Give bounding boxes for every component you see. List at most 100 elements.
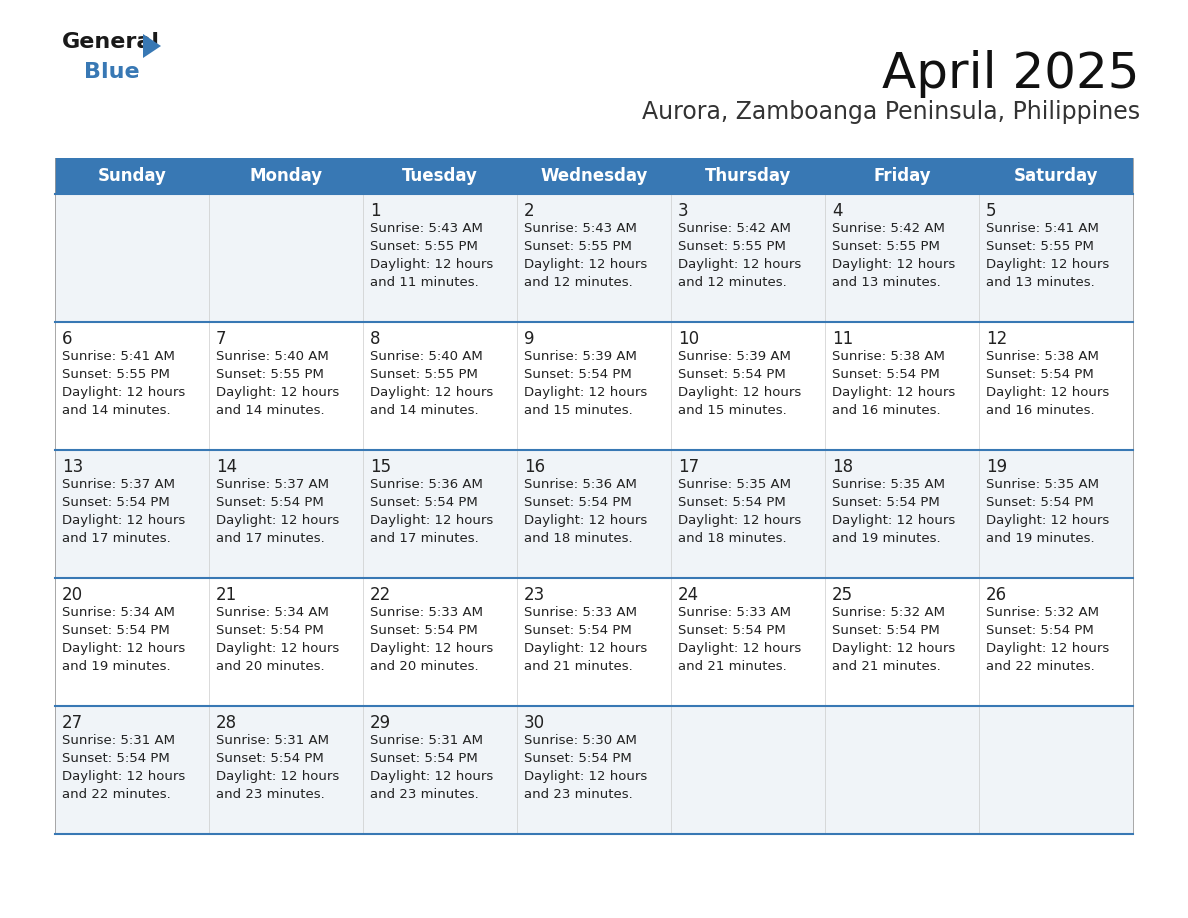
Text: Sunset: 5:55 PM: Sunset: 5:55 PM (369, 240, 478, 253)
Text: Sunrise: 5:38 AM: Sunrise: 5:38 AM (986, 350, 1099, 363)
Text: Daylight: 12 hours: Daylight: 12 hours (678, 514, 801, 527)
Text: Sunrise: 5:31 AM: Sunrise: 5:31 AM (369, 734, 484, 747)
Text: Sunrise: 5:33 AM: Sunrise: 5:33 AM (678, 606, 791, 619)
Text: Sunset: 5:54 PM: Sunset: 5:54 PM (524, 496, 632, 509)
Text: Daylight: 12 hours: Daylight: 12 hours (524, 770, 647, 783)
Text: Daylight: 12 hours: Daylight: 12 hours (216, 642, 340, 655)
Text: 6: 6 (62, 330, 72, 348)
Text: Sunrise: 5:32 AM: Sunrise: 5:32 AM (832, 606, 944, 619)
Text: Sunrise: 5:35 AM: Sunrise: 5:35 AM (986, 478, 1099, 491)
Text: and 20 minutes.: and 20 minutes. (369, 660, 479, 673)
Text: Sunrise: 5:37 AM: Sunrise: 5:37 AM (62, 478, 175, 491)
Text: Sunrise: 5:40 AM: Sunrise: 5:40 AM (369, 350, 482, 363)
Text: and 18 minutes.: and 18 minutes. (524, 532, 633, 545)
Text: 7: 7 (216, 330, 227, 348)
Text: Sunrise: 5:36 AM: Sunrise: 5:36 AM (524, 478, 637, 491)
Text: 28: 28 (216, 714, 238, 732)
Text: Sunset: 5:55 PM: Sunset: 5:55 PM (216, 368, 324, 381)
Text: Sunset: 5:54 PM: Sunset: 5:54 PM (986, 368, 1094, 381)
Text: Daylight: 12 hours: Daylight: 12 hours (832, 642, 955, 655)
Text: and 16 minutes.: and 16 minutes. (986, 404, 1094, 417)
Text: Sunrise: 5:39 AM: Sunrise: 5:39 AM (678, 350, 791, 363)
Text: Daylight: 12 hours: Daylight: 12 hours (678, 642, 801, 655)
Text: Sunrise: 5:34 AM: Sunrise: 5:34 AM (216, 606, 329, 619)
Bar (55, 158, 1133, 194)
Text: Sunrise: 5:39 AM: Sunrise: 5:39 AM (524, 350, 637, 363)
Text: and 16 minutes.: and 16 minutes. (832, 404, 941, 417)
Text: Sunset: 5:54 PM: Sunset: 5:54 PM (832, 624, 940, 637)
Text: Daylight: 12 hours: Daylight: 12 hours (62, 642, 185, 655)
Text: 23: 23 (524, 586, 545, 604)
Text: Sunset: 5:54 PM: Sunset: 5:54 PM (678, 368, 785, 381)
Text: Wednesday: Wednesday (541, 167, 647, 185)
Text: Sunset: 5:54 PM: Sunset: 5:54 PM (216, 752, 324, 765)
Text: Sunrise: 5:37 AM: Sunrise: 5:37 AM (216, 478, 329, 491)
Text: Sunrise: 5:42 AM: Sunrise: 5:42 AM (832, 222, 944, 235)
Text: Sunday: Sunday (97, 167, 166, 185)
Text: and 23 minutes.: and 23 minutes. (369, 788, 479, 801)
Text: Daylight: 12 hours: Daylight: 12 hours (62, 770, 185, 783)
Text: Daylight: 12 hours: Daylight: 12 hours (524, 642, 647, 655)
Text: Friday: Friday (873, 167, 931, 185)
Text: Sunrise: 5:35 AM: Sunrise: 5:35 AM (832, 478, 944, 491)
Text: Daylight: 12 hours: Daylight: 12 hours (369, 770, 493, 783)
Text: Sunset: 5:55 PM: Sunset: 5:55 PM (832, 240, 940, 253)
Text: Sunrise: 5:30 AM: Sunrise: 5:30 AM (524, 734, 637, 747)
Bar (55, 450, 1133, 578)
Text: 4: 4 (832, 202, 842, 220)
Text: Daylight: 12 hours: Daylight: 12 hours (62, 514, 185, 527)
Text: and 23 minutes.: and 23 minutes. (216, 788, 324, 801)
Text: Saturday: Saturday (1013, 167, 1098, 185)
Text: and 18 minutes.: and 18 minutes. (678, 532, 786, 545)
Text: Sunset: 5:54 PM: Sunset: 5:54 PM (832, 496, 940, 509)
Text: Sunset: 5:54 PM: Sunset: 5:54 PM (832, 368, 940, 381)
Text: and 14 minutes.: and 14 minutes. (369, 404, 479, 417)
Text: and 23 minutes.: and 23 minutes. (524, 788, 633, 801)
Text: 13: 13 (62, 458, 83, 476)
Text: and 12 minutes.: and 12 minutes. (678, 276, 786, 289)
Text: and 20 minutes.: and 20 minutes. (216, 660, 324, 673)
Text: Daylight: 12 hours: Daylight: 12 hours (524, 386, 647, 399)
Text: 18: 18 (832, 458, 853, 476)
Text: 2: 2 (524, 202, 535, 220)
Text: Aurora, Zamboanga Peninsula, Philippines: Aurora, Zamboanga Peninsula, Philippines (642, 100, 1140, 124)
Text: Sunset: 5:54 PM: Sunset: 5:54 PM (524, 368, 632, 381)
Text: Sunrise: 5:33 AM: Sunrise: 5:33 AM (369, 606, 484, 619)
Text: 26: 26 (986, 586, 1007, 604)
Text: Daylight: 12 hours: Daylight: 12 hours (62, 386, 185, 399)
Text: 1: 1 (369, 202, 380, 220)
Text: Sunrise: 5:43 AM: Sunrise: 5:43 AM (369, 222, 482, 235)
Text: Blue: Blue (84, 62, 140, 82)
Text: Sunrise: 5:34 AM: Sunrise: 5:34 AM (62, 606, 175, 619)
Text: Sunrise: 5:38 AM: Sunrise: 5:38 AM (832, 350, 944, 363)
Text: and 12 minutes.: and 12 minutes. (524, 276, 633, 289)
Text: Sunrise: 5:36 AM: Sunrise: 5:36 AM (369, 478, 482, 491)
Text: Daylight: 12 hours: Daylight: 12 hours (524, 258, 647, 271)
Text: Daylight: 12 hours: Daylight: 12 hours (986, 258, 1110, 271)
Text: Sunset: 5:55 PM: Sunset: 5:55 PM (678, 240, 786, 253)
Text: 29: 29 (369, 714, 391, 732)
Text: Sunset: 5:54 PM: Sunset: 5:54 PM (62, 496, 170, 509)
Text: Daylight: 12 hours: Daylight: 12 hours (369, 386, 493, 399)
Text: Sunrise: 5:41 AM: Sunrise: 5:41 AM (986, 222, 1099, 235)
Text: Sunset: 5:54 PM: Sunset: 5:54 PM (678, 624, 785, 637)
Text: Sunrise: 5:42 AM: Sunrise: 5:42 AM (678, 222, 791, 235)
Text: and 17 minutes.: and 17 minutes. (369, 532, 479, 545)
Text: 9: 9 (524, 330, 535, 348)
Text: Monday: Monday (249, 167, 323, 185)
Text: and 21 minutes.: and 21 minutes. (678, 660, 786, 673)
Text: and 19 minutes.: and 19 minutes. (832, 532, 941, 545)
Text: Daylight: 12 hours: Daylight: 12 hours (678, 386, 801, 399)
Text: 27: 27 (62, 714, 83, 732)
Text: 16: 16 (524, 458, 545, 476)
Text: Daylight: 12 hours: Daylight: 12 hours (832, 386, 955, 399)
Text: 12: 12 (986, 330, 1007, 348)
Text: and 19 minutes.: and 19 minutes. (986, 532, 1094, 545)
Text: Daylight: 12 hours: Daylight: 12 hours (986, 514, 1110, 527)
Text: 10: 10 (678, 330, 699, 348)
Text: and 17 minutes.: and 17 minutes. (216, 532, 324, 545)
Text: Daylight: 12 hours: Daylight: 12 hours (524, 514, 647, 527)
Text: 15: 15 (369, 458, 391, 476)
Text: Sunrise: 5:32 AM: Sunrise: 5:32 AM (986, 606, 1099, 619)
Text: Daylight: 12 hours: Daylight: 12 hours (986, 386, 1110, 399)
